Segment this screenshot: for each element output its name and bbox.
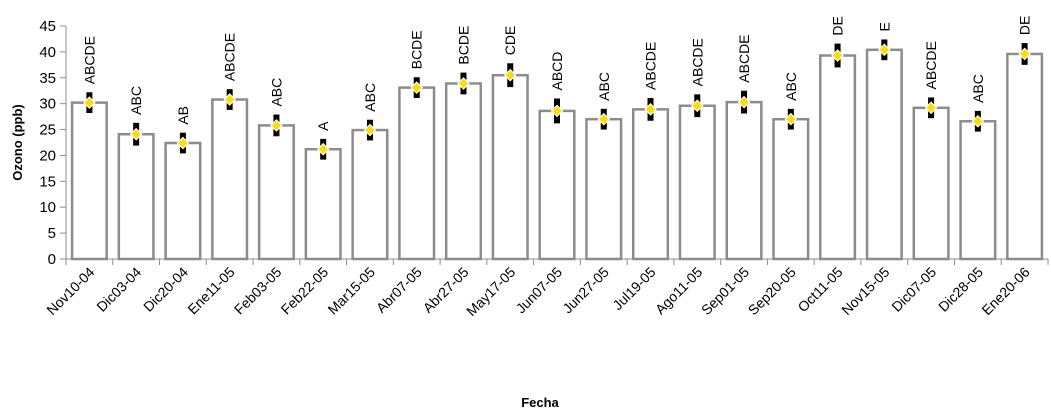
mean-marker [223,93,237,106]
y-tick-label: 15 [39,173,56,190]
significance-letter: A [315,121,331,131]
y-tick-label: 5 [48,225,56,242]
bar [585,117,623,261]
mean-marker [877,43,891,57]
mean-marker [176,136,190,150]
bar [211,98,249,261]
x-tick-label: Dic20-04 [140,264,191,315]
y-tick-label: 0 [48,251,56,268]
y-tick-label: 40 [39,44,56,61]
x-tick-label: Feb22-05 [278,264,332,318]
x-tick-label: Dic07-05 [888,264,939,315]
significance-letter: BCDE [409,30,425,69]
bar [959,120,997,261]
bar [678,104,716,261]
mean-marker [831,49,844,62]
x-tick-label: Nov15-05 [838,264,892,318]
bar [70,101,108,261]
bar [351,128,389,261]
mean-marker [550,104,564,118]
y-tick-label: 35 [39,70,56,87]
x-tick-label: Jun27-05 [559,264,612,317]
y-tick-label: 30 [39,96,56,113]
y-ticks: 0 5 10 15 20 25 30 35 40 45 [39,18,66,268]
x-tick-label: Feb03-05 [231,264,285,318]
bar [725,100,763,261]
y-tick-label: 25 [39,122,56,139]
mean-marker [363,123,377,137]
bar [865,48,903,261]
mean-marker [784,112,798,126]
bar [772,117,810,261]
bar [1006,52,1044,261]
y-tick-label: 45 [39,18,56,35]
mean-marker [1018,47,1031,61]
mean-marker [316,142,330,156]
x-tick-label: Ene11-05 [184,264,238,318]
mean-marker [503,68,517,82]
bar [164,141,202,261]
significance-letter: ABC [596,72,612,101]
significance-letter: ABC [128,86,144,115]
significance-letter: ABCD [549,52,565,91]
x-tick-label: Dic03-04 [93,264,144,315]
bar [538,109,576,261]
significance-letter: AB [175,106,191,125]
x-tick-label: May17-05 [463,264,518,319]
significance-letter: ABCDE [736,34,752,82]
mean-marker [690,99,704,113]
mean-marker [644,103,657,116]
significance-letter: ABCDE [643,42,659,90]
bar [912,106,950,261]
bar [304,147,342,261]
x-ticks: Nov10-04Dic03-04Dic20-04Ene11-05Feb03-05… [43,259,1049,319]
bar [398,86,436,261]
bar [491,73,529,261]
y-tick-label: 10 [39,199,56,216]
y-axis-title: Ozono (ppb) [10,104,25,181]
significance-letter: DE [1017,16,1033,35]
x-tick-label: Sep20-05 [745,264,799,318]
significance-letter: ABCDE [923,41,939,89]
significance-letter: E [876,22,892,31]
x-tick-label: Mar15-05 [324,264,378,318]
x-tick-label: Jun07-05 [513,264,566,317]
mean-marker [597,112,611,126]
mean-marker [270,119,283,132]
significance-letter: ABCDE [81,36,97,84]
bar [444,82,483,261]
significance-letter: ABC [783,72,799,101]
significance-letter: BCDE [455,26,471,65]
bars [70,48,1044,261]
significance-letter: ABC [362,83,378,112]
significance-letter: ABC [268,78,284,107]
mean-marker [457,77,470,90]
significance-letter: DE [830,16,846,35]
x-tick-label: Ene20-06 [978,264,1032,318]
significance-letter: CDE [502,26,518,56]
significance-letter: ABC [970,74,986,103]
y-tick-label: 20 [39,147,56,164]
mean-marker [83,96,96,109]
significance-letter: ABCDE [689,38,705,86]
mean-marker [410,81,424,94]
bar [819,54,857,261]
mean-marker [737,95,751,109]
bar [117,132,155,261]
x-axis-title: Fecha [521,395,559,410]
x-tick-label: Abr07-05 [373,264,425,316]
mean-marker [129,127,143,141]
x-tick-label: Nov10-04 [43,264,97,318]
significance-letter: ABCDE [222,33,238,81]
bar [631,108,670,261]
mean-markers [83,43,1031,156]
mean-marker [924,101,938,115]
x-tick-label: Sep01-05 [698,264,752,318]
mean-marker [971,114,985,128]
x-tick-label: Ago11-05 [652,264,706,318]
bar [257,124,295,261]
